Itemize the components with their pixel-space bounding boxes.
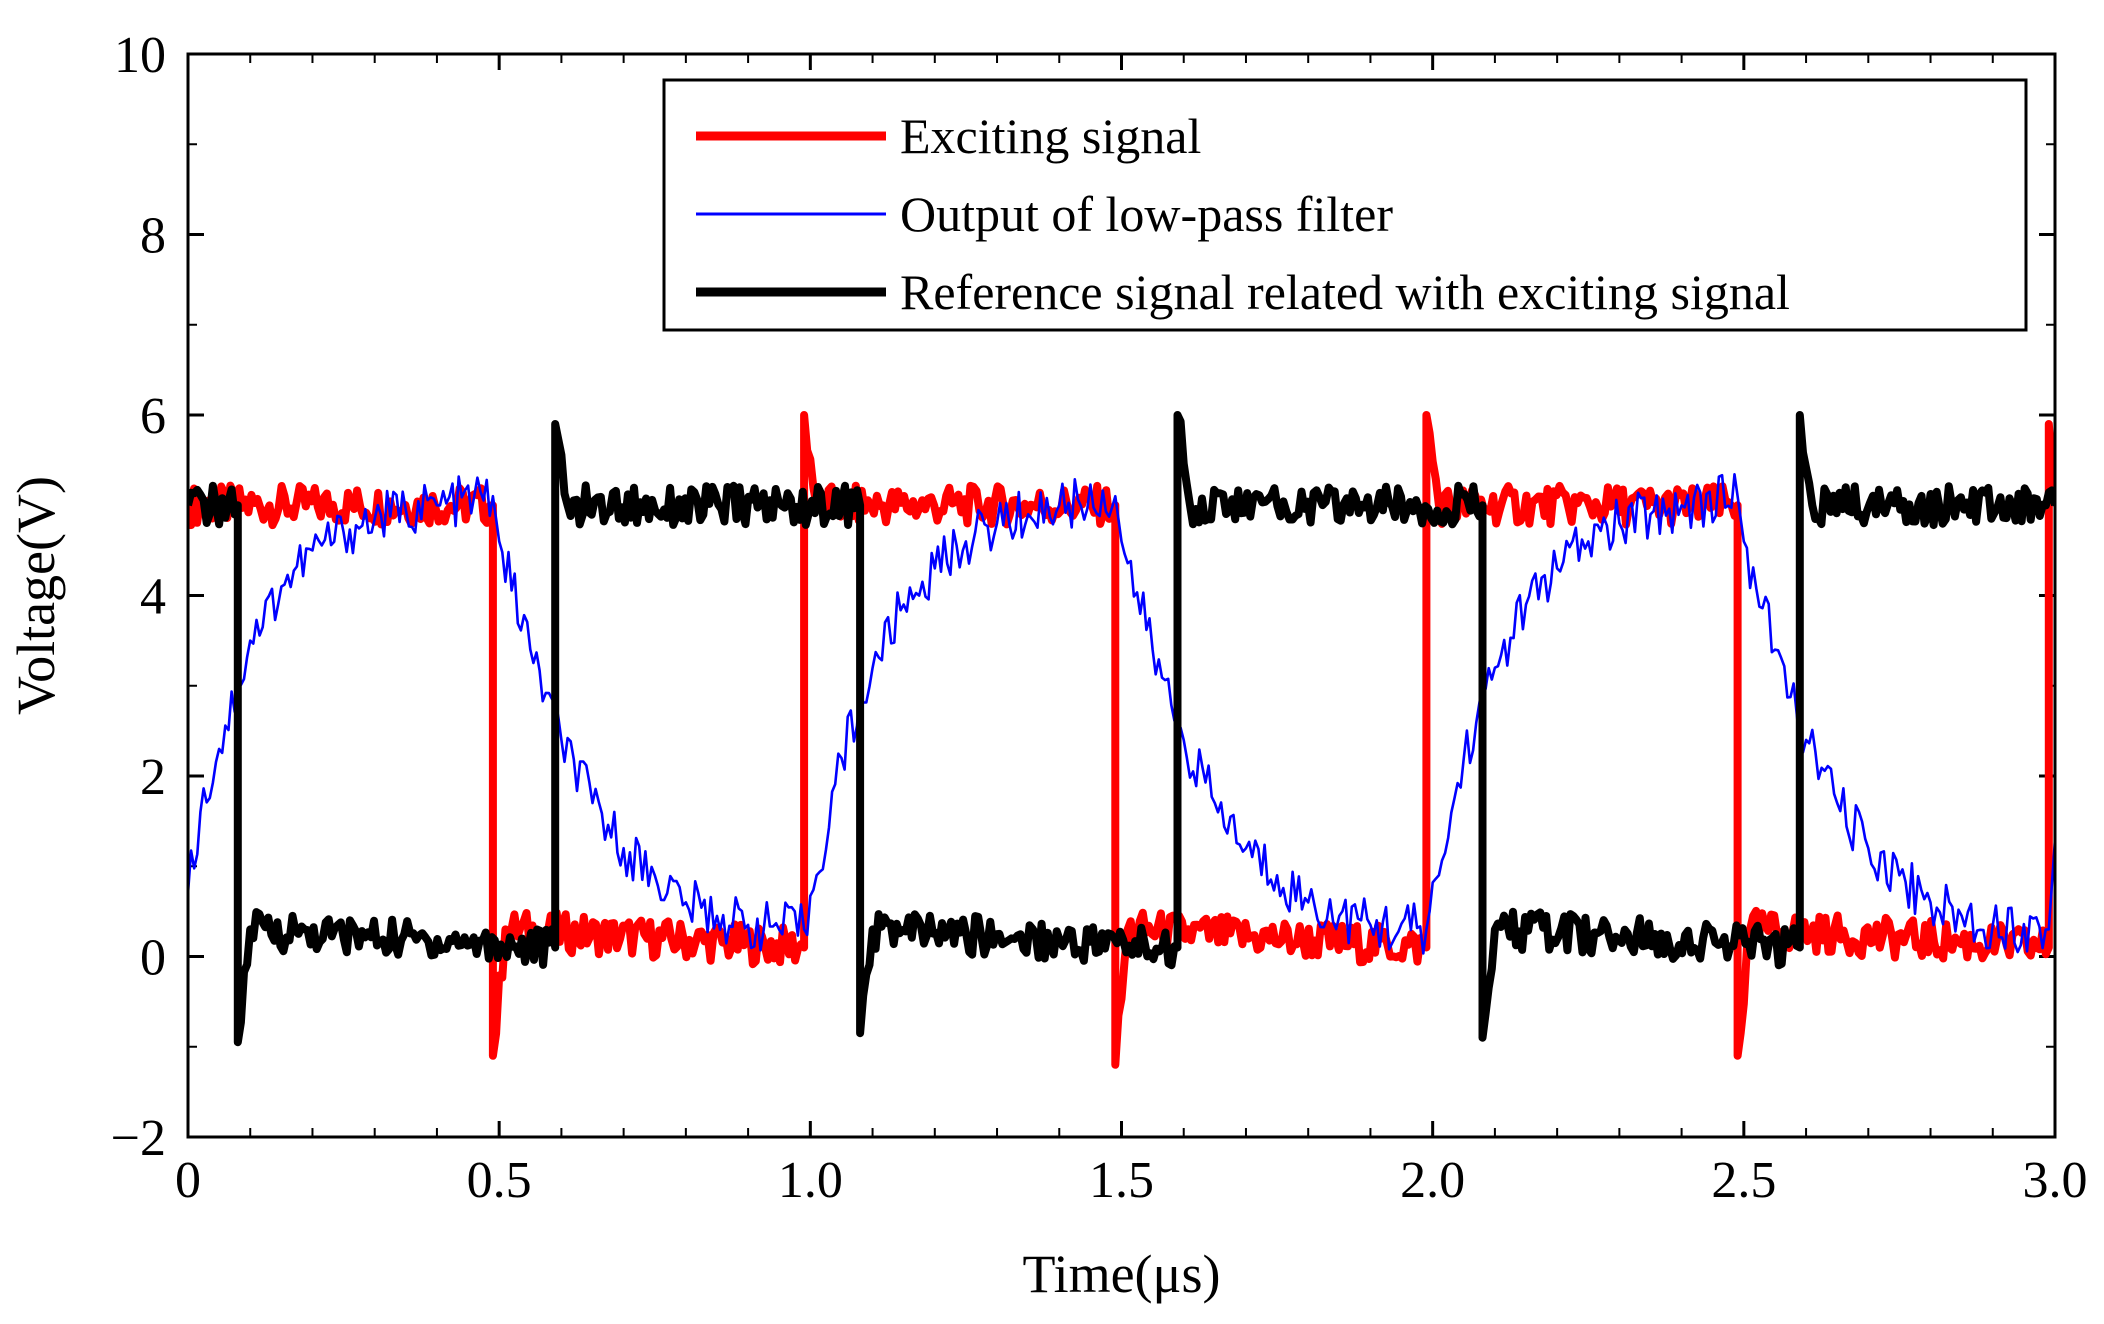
y-tick-label: 0 bbox=[140, 930, 166, 987]
y-axis-title: Voltage(V) bbox=[6, 476, 66, 715]
y-tick-label: 8 bbox=[140, 208, 166, 265]
x-tick-label: 1.0 bbox=[778, 1152, 843, 1209]
x-tick-label: 2.0 bbox=[1400, 1152, 1465, 1209]
legend-box bbox=[662, 78, 2028, 332]
x-axis-title: Time(μs) bbox=[1023, 1244, 1221, 1304]
y-tick-label: 4 bbox=[140, 569, 166, 626]
legend-label: Output of low-pass filter bbox=[900, 186, 1393, 242]
series-line-1 bbox=[188, 411, 2055, 1069]
y-tick-label: 10 bbox=[114, 27, 166, 84]
x-tick-label: 2.5 bbox=[1711, 1152, 1776, 1209]
x-tick-label: 3.0 bbox=[2023, 1152, 2088, 1209]
x-tick-label: 0 bbox=[175, 1152, 201, 1209]
x-tick-label: 1.5 bbox=[1089, 1152, 1154, 1209]
series-layer bbox=[188, 411, 2055, 1069]
y-tick-label: 2 bbox=[140, 749, 166, 806]
frame-layer bbox=[186, 52, 2057, 1139]
legend: Exciting signal Output of low-pass filter… bbox=[662, 78, 2028, 332]
legend-label: Reference signal related with exciting s… bbox=[900, 264, 1790, 320]
y-tick-label: −2 bbox=[111, 1110, 166, 1167]
y-tick-label: 6 bbox=[140, 388, 166, 445]
plot-frame bbox=[186, 52, 2057, 1139]
series-line-3 bbox=[188, 411, 2055, 1047]
legend-label: Exciting signal bbox=[900, 108, 1201, 164]
series-line-2 bbox=[188, 473, 2055, 955]
x-tick-label: 0.5 bbox=[467, 1152, 532, 1209]
